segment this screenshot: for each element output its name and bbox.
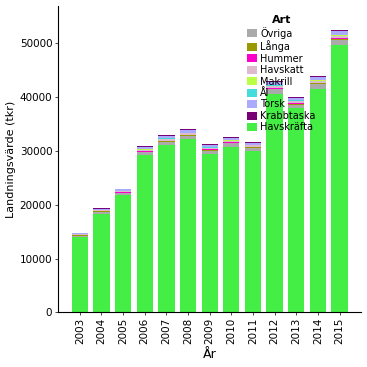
Bar [180,135,196,136]
Bar [201,145,218,148]
Bar [266,88,283,90]
X-axis label: År: År [203,348,217,361]
Bar [158,145,174,312]
Bar [180,133,196,135]
Bar [310,80,326,81]
Bar [158,136,174,138]
Bar [180,136,196,139]
Bar [245,143,261,145]
Bar [266,82,283,85]
Bar [266,86,283,88]
Bar [223,146,239,312]
Bar [245,142,261,143]
Bar [201,150,218,154]
Bar [245,145,261,147]
Bar [310,77,326,80]
Bar [331,39,348,40]
Bar [266,81,283,82]
Bar [137,147,153,149]
Bar [310,84,326,88]
Bar [288,97,304,98]
Bar [115,195,131,312]
Bar [245,148,261,151]
Bar [223,141,239,142]
Bar [288,103,304,105]
Bar [288,108,304,312]
Bar [137,155,153,312]
Bar [331,36,348,38]
Legend: Övriga, Långa, Hummer, Havskatt, Makrill, Ål, Torsk, Krabbtaska, Havskräfta: Övriga, Långa, Hummer, Havskatt, Makrill… [245,14,318,134]
Bar [223,138,239,140]
Bar [288,98,304,101]
Bar [158,139,174,141]
Bar [93,214,110,312]
Bar [310,76,326,77]
Bar [137,146,153,147]
Bar [223,142,239,143]
Bar [72,237,88,312]
Bar [180,129,196,130]
Bar [115,193,131,195]
Bar [201,154,218,312]
Bar [266,90,283,94]
Bar [201,148,218,149]
Bar [201,149,218,150]
Bar [137,151,153,152]
Bar [115,189,131,191]
Bar [180,130,196,132]
Bar [331,38,348,39]
Bar [310,83,326,84]
Bar [310,88,326,312]
Bar [93,210,110,211]
Bar [137,150,153,151]
Bar [93,211,110,212]
Bar [331,45,348,312]
Bar [115,192,131,193]
Bar [331,30,348,32]
Bar [158,142,174,145]
Bar [180,139,196,312]
Bar [331,35,348,36]
Bar [310,81,326,83]
Bar [331,32,348,35]
Bar [158,135,174,136]
Bar [158,141,174,142]
Bar [288,101,304,103]
Bar [288,105,304,108]
Bar [331,40,348,45]
Bar [115,191,131,192]
Bar [245,151,261,312]
Bar [266,94,283,312]
Bar [223,137,239,138]
Bar [137,152,153,155]
Bar [223,143,239,146]
Bar [72,233,88,234]
Bar [266,85,283,86]
Bar [245,147,261,148]
Bar [93,212,110,214]
Y-axis label: Landningsvärde (tkr): Landningsvärde (tkr) [6,100,15,218]
Bar [72,236,88,237]
Bar [93,208,110,210]
